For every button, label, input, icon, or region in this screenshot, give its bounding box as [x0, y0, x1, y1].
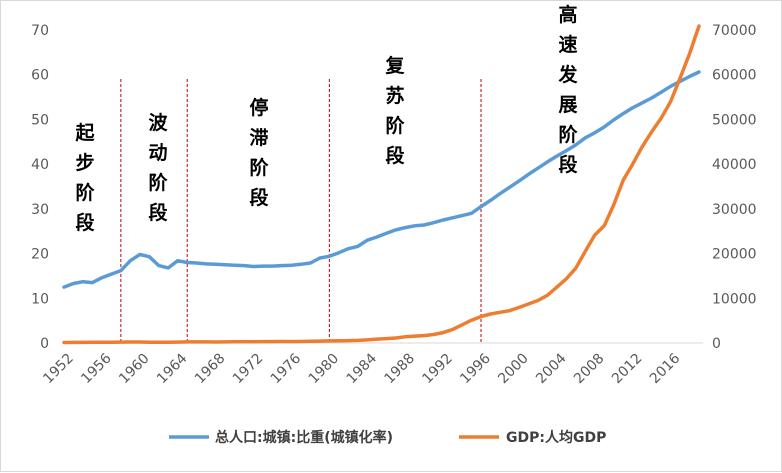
x-tick-label: 1976: [268, 350, 305, 387]
x-tick-label: 2004: [533, 350, 570, 387]
legend: 总人口:城镇:比重(城镇化率) GDP:人均GDP: [169, 429, 606, 446]
y-left-tick-label: 10: [31, 291, 49, 307]
y-left-tick-label: 40: [31, 157, 49, 173]
y-left-tick-label: 20: [31, 247, 49, 263]
legend-label: 总人口:城镇:比重(城镇化率): [215, 429, 393, 446]
y-right-tick-label: 10000: [712, 291, 757, 307]
x-tick-label: 2012: [609, 351, 646, 388]
x-tick-label: 2008: [571, 351, 608, 388]
y-left-tick-label: 60: [31, 68, 49, 84]
x-tick-label: 1980: [306, 351, 343, 388]
x-tick-label: 1996: [457, 350, 494, 387]
y-left-tick-label: 70: [31, 23, 49, 39]
x-tick-label: 1984: [344, 350, 381, 387]
x-tick-label: 1968: [192, 351, 229, 388]
x-tick-label: 1972: [230, 351, 267, 388]
y-left-tick-label: 30: [31, 202, 49, 218]
gdp-per-capita-line: [62, 24, 701, 345]
x-tick-label: 1964: [154, 350, 191, 387]
x-tick-label: 2016: [647, 350, 684, 387]
y-left-tick-label: 50: [31, 112, 49, 128]
stage-label: 高速发展阶段: [557, 3, 578, 176]
stage-label: 复苏阶段: [384, 54, 405, 167]
y-right-tick-label: 20000: [712, 247, 757, 263]
y-left-tick-label: 0: [40, 336, 49, 352]
legend-label: GDP:人均GDP: [506, 429, 606, 446]
y-right-tick-label: 40000: [712, 157, 757, 173]
stage-label: 波动阶段: [148, 111, 168, 224]
x-tick-label: 1956: [78, 350, 115, 387]
x-tick-label: 1988: [382, 351, 419, 388]
x-tick-label: 1960: [116, 351, 153, 388]
y-right-tick-label: 70000: [712, 23, 757, 39]
x-tick-label: 2000: [495, 351, 532, 388]
y-right-tick-label: 50000: [712, 112, 757, 128]
x-tick-label: 1992: [419, 351, 456, 388]
x-tick-label: 1952: [40, 351, 77, 388]
y-right-tick-label: 0: [712, 336, 721, 352]
urbanization-rate-line: [62, 70, 701, 289]
stage-label: 起步阶段: [74, 122, 95, 234]
y-right-tick-label: 60000: [712, 68, 757, 84]
stage-label: 停滞阶段: [249, 96, 269, 209]
y-right-tick-label: 30000: [712, 202, 757, 218]
